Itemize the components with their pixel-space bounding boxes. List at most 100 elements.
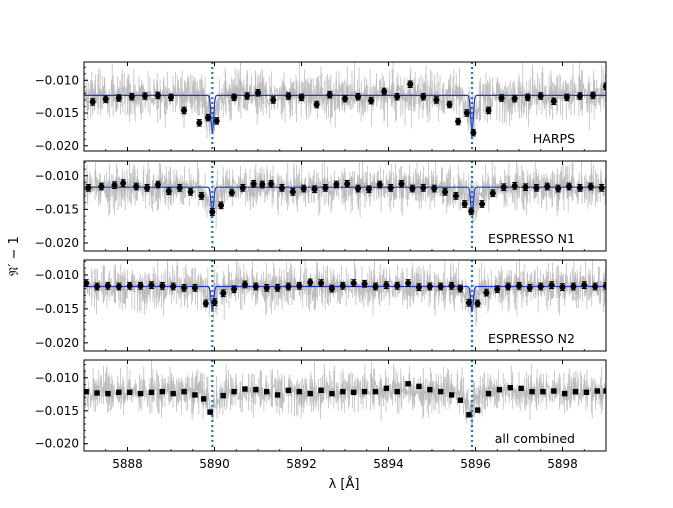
data-point — [496, 386, 503, 393]
data-point — [533, 184, 540, 191]
panel-2-binned-points — [85, 179, 605, 216]
data-point — [537, 283, 544, 290]
data-point — [274, 284, 281, 291]
data-point — [154, 181, 161, 188]
panel-4-label: all combined — [495, 431, 575, 446]
data-point — [468, 208, 475, 215]
data-point — [537, 93, 544, 100]
data-point — [398, 180, 405, 187]
data-point — [598, 184, 605, 191]
x-tick-label: 5890 — [199, 457, 230, 471]
data-point — [307, 390, 313, 397]
data-point — [220, 392, 226, 399]
panel-2-label: ESPRESSO N1 — [488, 231, 575, 246]
panel-1: −0.010 −0.015 −0.020 HARPS — [35, 61, 607, 153]
data-point — [242, 386, 248, 392]
data-point — [405, 381, 411, 387]
data-point — [322, 184, 329, 191]
data-point — [433, 96, 440, 103]
data-point — [250, 180, 257, 187]
data-point — [200, 396, 207, 402]
data-point — [427, 386, 433, 393]
data-point — [213, 117, 220, 124]
x-tick-label: 5894 — [373, 457, 404, 471]
data-point — [105, 390, 111, 397]
data-point — [551, 388, 557, 394]
y-tick-label: −0.015 — [35, 202, 79, 216]
data-point — [126, 282, 133, 289]
y-tick-label: −0.010 — [35, 73, 79, 87]
data-point — [448, 282, 455, 289]
data-point — [181, 388, 187, 395]
x-axis-title: λ [Å] — [329, 476, 360, 492]
data-point — [187, 188, 194, 195]
data-point — [548, 282, 555, 289]
data-point — [89, 98, 96, 105]
y-tick-label: −0.010 — [35, 169, 79, 183]
data-point — [148, 389, 155, 396]
data-point — [442, 188, 449, 195]
panel-4-binned-points — [84, 381, 606, 418]
data-point — [365, 186, 372, 193]
data-point — [589, 92, 596, 99]
data-point — [570, 283, 577, 290]
y-tick-label: −0.020 — [35, 139, 79, 153]
data-point — [307, 279, 314, 286]
data-point — [137, 390, 144, 397]
data-point — [198, 192, 205, 199]
panel-1-label: HARPS — [533, 131, 575, 146]
data-point — [241, 281, 248, 288]
data-point — [572, 388, 579, 395]
data-point — [351, 389, 357, 396]
data-point — [587, 183, 594, 190]
data-point — [483, 289, 490, 296]
data-point — [457, 285, 464, 292]
data-point — [255, 89, 261, 96]
data-point — [394, 282, 401, 289]
data-point — [285, 93, 292, 100]
data-point — [204, 114, 211, 121]
data-point — [263, 284, 270, 291]
data-point — [387, 184, 394, 191]
data-point — [159, 282, 166, 289]
data-point — [329, 390, 335, 397]
data-point — [318, 280, 325, 287]
data-point — [228, 189, 235, 196]
data-point — [144, 184, 151, 191]
data-point — [474, 407, 481, 413]
data-point — [209, 209, 216, 216]
panel-3: −0.010 −0.015 −0.020 ESPRESSO N2 — [35, 259, 607, 352]
data-point — [383, 282, 390, 289]
data-point — [85, 184, 92, 191]
data-point — [285, 387, 292, 394]
data-point — [342, 95, 348, 102]
data-point — [120, 180, 127, 187]
x-tick-label: 5898 — [547, 457, 578, 471]
data-point — [116, 389, 122, 396]
data-point — [494, 286, 501, 293]
data-point — [448, 392, 455, 398]
data-point — [296, 388, 303, 395]
data-point — [461, 200, 468, 207]
data-point — [485, 107, 492, 114]
data-point — [220, 290, 227, 297]
data-point — [544, 183, 551, 190]
data-point — [466, 412, 472, 418]
data-point — [126, 389, 133, 396]
panel-3-label: ESPRESSO N2 — [488, 331, 575, 346]
data-point — [485, 390, 492, 397]
data-point — [111, 182, 118, 189]
data-point — [133, 183, 140, 190]
data-point — [181, 284, 188, 291]
data-point — [603, 83, 606, 90]
panel-4-noisy-spectrum — [84, 360, 606, 429]
data-point — [115, 283, 122, 290]
data-point — [415, 284, 422, 291]
data-point — [463, 110, 470, 117]
x-tick-label: 5888 — [112, 457, 143, 471]
data-point — [176, 184, 183, 191]
panel-3-binned-points — [84, 278, 606, 308]
data-point — [328, 285, 335, 292]
x-tick-label: 5892 — [286, 457, 317, 471]
data-point — [576, 93, 583, 100]
